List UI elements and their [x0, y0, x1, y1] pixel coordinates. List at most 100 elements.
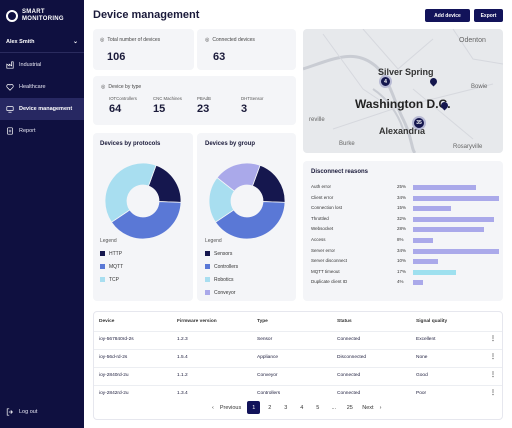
page-button: ...	[331, 404, 337, 411]
user-menu[interactable]: Alex Smith ⌄	[6, 38, 78, 46]
sidebar-item-label: Device management	[19, 106, 73, 112]
export-button[interactable]: Export	[474, 9, 503, 22]
legend-item: Sensors	[205, 247, 238, 260]
cell-device: ioy-567840rd-2s	[99, 337, 134, 342]
connected-devices-value: 63	[213, 51, 226, 63]
cell-status: Connected	[337, 373, 361, 378]
type-value: 23	[197, 103, 210, 115]
cell-signal: Good	[416, 373, 428, 378]
type-value: 64	[109, 103, 122, 115]
user-name: Alex Smith	[6, 38, 35, 45]
map-cluster-marker[interactable]: 35	[412, 116, 426, 130]
row-menu-icon[interactable]: ⋮	[490, 336, 496, 342]
sidebar-item-report[interactable]: Report	[0, 120, 84, 142]
cell-status: Connected	[337, 337, 361, 342]
reason-percent: 8%	[397, 237, 404, 242]
reason-label: Duplicate client ID	[311, 279, 348, 285]
type-label: DHTSensor	[241, 96, 264, 101]
reason-percent: 25%	[397, 184, 407, 189]
connected-devices-card: ◎ Connected devices 63	[197, 29, 296, 70]
reason-bar	[413, 195, 499, 201]
report-icon	[7, 127, 13, 135]
cell-device: ioy-2842rd-2u	[99, 391, 129, 396]
legend-item: TCP	[100, 273, 123, 286]
protocols-chart-card: Devices by protocols Legend HTTP MQTT TC…	[93, 133, 193, 301]
reason-bar	[413, 280, 424, 286]
device-type-title: Device by type	[108, 84, 142, 90]
reason-label: Server disconnect	[311, 258, 348, 264]
row-divider	[94, 385, 502, 386]
table-header-type[interactable]: Type	[257, 319, 268, 324]
sidebar-item-industrial[interactable]: Industrial	[0, 54, 84, 76]
total-devices-label: Total number of devices	[107, 37, 161, 43]
map-label-burke: Burke	[339, 141, 355, 147]
reason-bar	[413, 259, 439, 265]
map-cluster-marker[interactable]: 4	[379, 75, 392, 88]
sidebar-item-device-management[interactable]: Device management	[0, 98, 84, 120]
reason-row: Access 8%	[311, 236, 495, 245]
group-chart-title: Devices by group	[205, 141, 256, 147]
type-value: 15	[153, 103, 166, 115]
group-chart-card: Devices by group Legend Sensors Controll…	[197, 133, 296, 301]
reason-row: Server error 34%	[311, 247, 499, 256]
sidebar-item-label: Report	[19, 128, 36, 134]
row-menu-icon[interactable]: ⋮	[490, 372, 496, 378]
row-divider	[94, 331, 502, 332]
group-legend: Sensors Controllers Robotics Conveyor	[205, 247, 238, 299]
donut-slice-conveyor[interactable]	[216, 162, 261, 192]
protocols-chart-title: Devices by protocols	[100, 141, 161, 147]
table-header-device[interactable]: Device	[99, 319, 115, 324]
legend-swatch	[205, 290, 210, 295]
protocols-legend: HTTP MQTT TCP	[100, 247, 123, 286]
device-map[interactable]: Odenton Silver Spring Bowie Washington D…	[303, 29, 503, 153]
disconnect-reasons-card: Disconnect reasons Auth error 25% Client e…	[303, 161, 503, 301]
reason-row: Duplicate client ID 4%	[311, 278, 495, 287]
table-header-signal[interactable]: Signal quality	[416, 319, 448, 324]
sidebar-nav: Industrial Healthcare Device management …	[0, 54, 84, 142]
cell-firmware: 1.5.4	[177, 355, 188, 360]
brand-line-2: MONITORING	[22, 16, 64, 22]
reason-label: Access	[311, 237, 326, 242]
chevron-right-icon[interactable]: ›	[379, 404, 382, 411]
next-page-button[interactable]: Next	[362, 404, 374, 411]
table-header-firmware[interactable]: Firmware version	[177, 319, 217, 324]
reason-bar	[413, 206, 451, 212]
cell-status: Disconnected	[337, 355, 367, 360]
page-button[interactable]: 1	[247, 401, 261, 414]
previous-page-button[interactable]: Previous	[219, 404, 242, 411]
heart-pulse-icon	[6, 84, 14, 91]
row-menu-icon[interactable]: ⋮	[490, 390, 496, 396]
brand-logo-icon	[6, 10, 18, 22]
reason-row: Throttled 32%	[311, 215, 495, 224]
add-device-button[interactable]: Add device	[425, 9, 470, 22]
disconnect-reasons-title: Disconnect reasons	[311, 169, 369, 175]
chevron-left-icon[interactable]: ‹	[212, 404, 214, 411]
group-donut-chart	[208, 162, 286, 240]
reason-bar	[413, 248, 499, 254]
legend-item: MQTT	[100, 260, 123, 273]
reason-percent: 32%	[397, 215, 407, 221]
cell-signal: Excellent	[416, 337, 436, 342]
map-label-bowie: Bowie	[471, 84, 488, 90]
page-button[interactable]: 4	[300, 404, 304, 411]
table-header-status[interactable]: Status	[337, 319, 352, 324]
reason-row: MQTT timeout 17%	[311, 268, 495, 277]
sidebar-item-healthcare[interactable]: Healthcare	[0, 76, 84, 98]
type-label: IOTControllers	[109, 96, 137, 101]
page-button[interactable]: 2	[268, 404, 272, 411]
page-button[interactable]: 3	[284, 404, 288, 411]
legend-item: Conveyor	[205, 286, 238, 299]
cell-signal: Poor	[416, 391, 427, 396]
type-value: 3	[241, 103, 248, 115]
row-menu-icon[interactable]: ⋮	[490, 354, 496, 360]
logout-icon	[6, 408, 13, 416]
page-button[interactable]: 25	[346, 404, 353, 411]
page-button[interactable]: 5	[316, 404, 320, 411]
cell-signal: None	[416, 355, 428, 360]
reason-bar	[413, 269, 456, 275]
legend-swatch	[100, 264, 105, 269]
donut-slice-tcp[interactable]	[104, 162, 157, 223]
logout-button[interactable]: Log out	[6, 408, 37, 416]
factory-icon	[6, 61, 14, 69]
reason-percent: 17%	[397, 268, 407, 274]
